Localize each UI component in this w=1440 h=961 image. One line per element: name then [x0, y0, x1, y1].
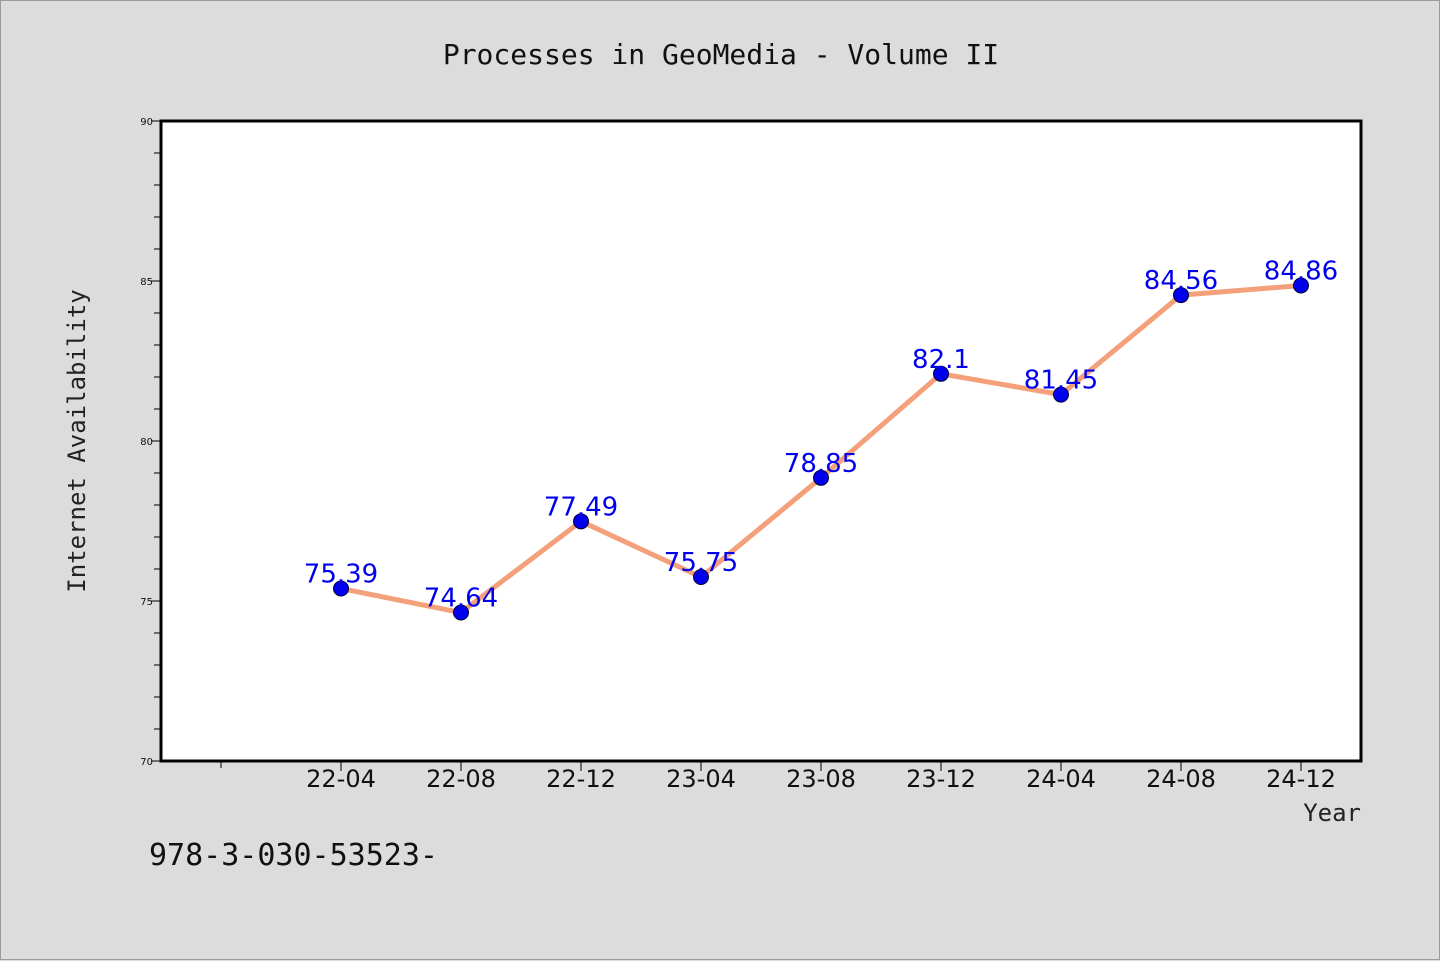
data-value-label: 77.49 [544, 492, 618, 522]
x-tick-label: 22-12 [546, 765, 616, 793]
data-value-label: 82.1 [912, 345, 970, 375]
x-tick-label: 24-12 [1266, 765, 1336, 793]
y-tick-label: 85 [140, 277, 153, 288]
x-tick-label: 23-08 [786, 765, 856, 793]
plot-area [159, 119, 1363, 763]
data-value-label: 74.64 [424, 584, 498, 614]
x-axis: 22-04 22-08 22-12 23-04 23-08 23-12 24-04 24-08… [220, 761, 1336, 793]
data-point [1293, 277, 1309, 294]
data-labels: 75.39 74.64 77.49 75.75 78.85 82.1 81.45 84.56 8… [304, 256, 1338, 613]
data-value-label: 84.56 [1144, 266, 1218, 296]
y-axis: 70 75 80 85 90 [140, 117, 161, 768]
x-tick-label: 23-04 [666, 765, 736, 793]
footer-text: 978-3-030-53523- [149, 838, 438, 873]
y-tick-label: 90 [140, 117, 153, 128]
x-tick-label: 24-08 [1146, 765, 1216, 793]
x-axis-label: Year [1303, 799, 1361, 827]
data-value-label: 75.39 [304, 560, 378, 590]
data-point [333, 580, 349, 597]
data-point [573, 513, 589, 530]
data-value-label: 75.75 [664, 548, 738, 578]
x-tick-label: 23-12 [906, 765, 976, 793]
data-value-label: 84.86 [1264, 256, 1338, 286]
data-value-label: 81.45 [1024, 366, 1098, 396]
x-tick-label: 22-04 [306, 765, 376, 793]
data-point [453, 604, 469, 621]
y-tick-label: 80 [140, 437, 153, 448]
data-value-label: 78.85 [784, 449, 858, 479]
data-point [693, 569, 709, 585]
series-line [333, 277, 1309, 621]
data-point [1053, 386, 1069, 403]
x-tick-label: 22-08 [426, 765, 496, 793]
data-point [1173, 287, 1189, 304]
y-tick-label: 70 [140, 757, 153, 768]
data-point [933, 365, 949, 382]
data-point [813, 469, 829, 486]
x-tick-label: 24-04 [1026, 765, 1096, 793]
chart-title: Processes in GeoMedia - Volume II [443, 38, 999, 71]
y-tick-label: 75 [140, 597, 153, 608]
y-axis-label: Internet Availability [63, 289, 91, 592]
